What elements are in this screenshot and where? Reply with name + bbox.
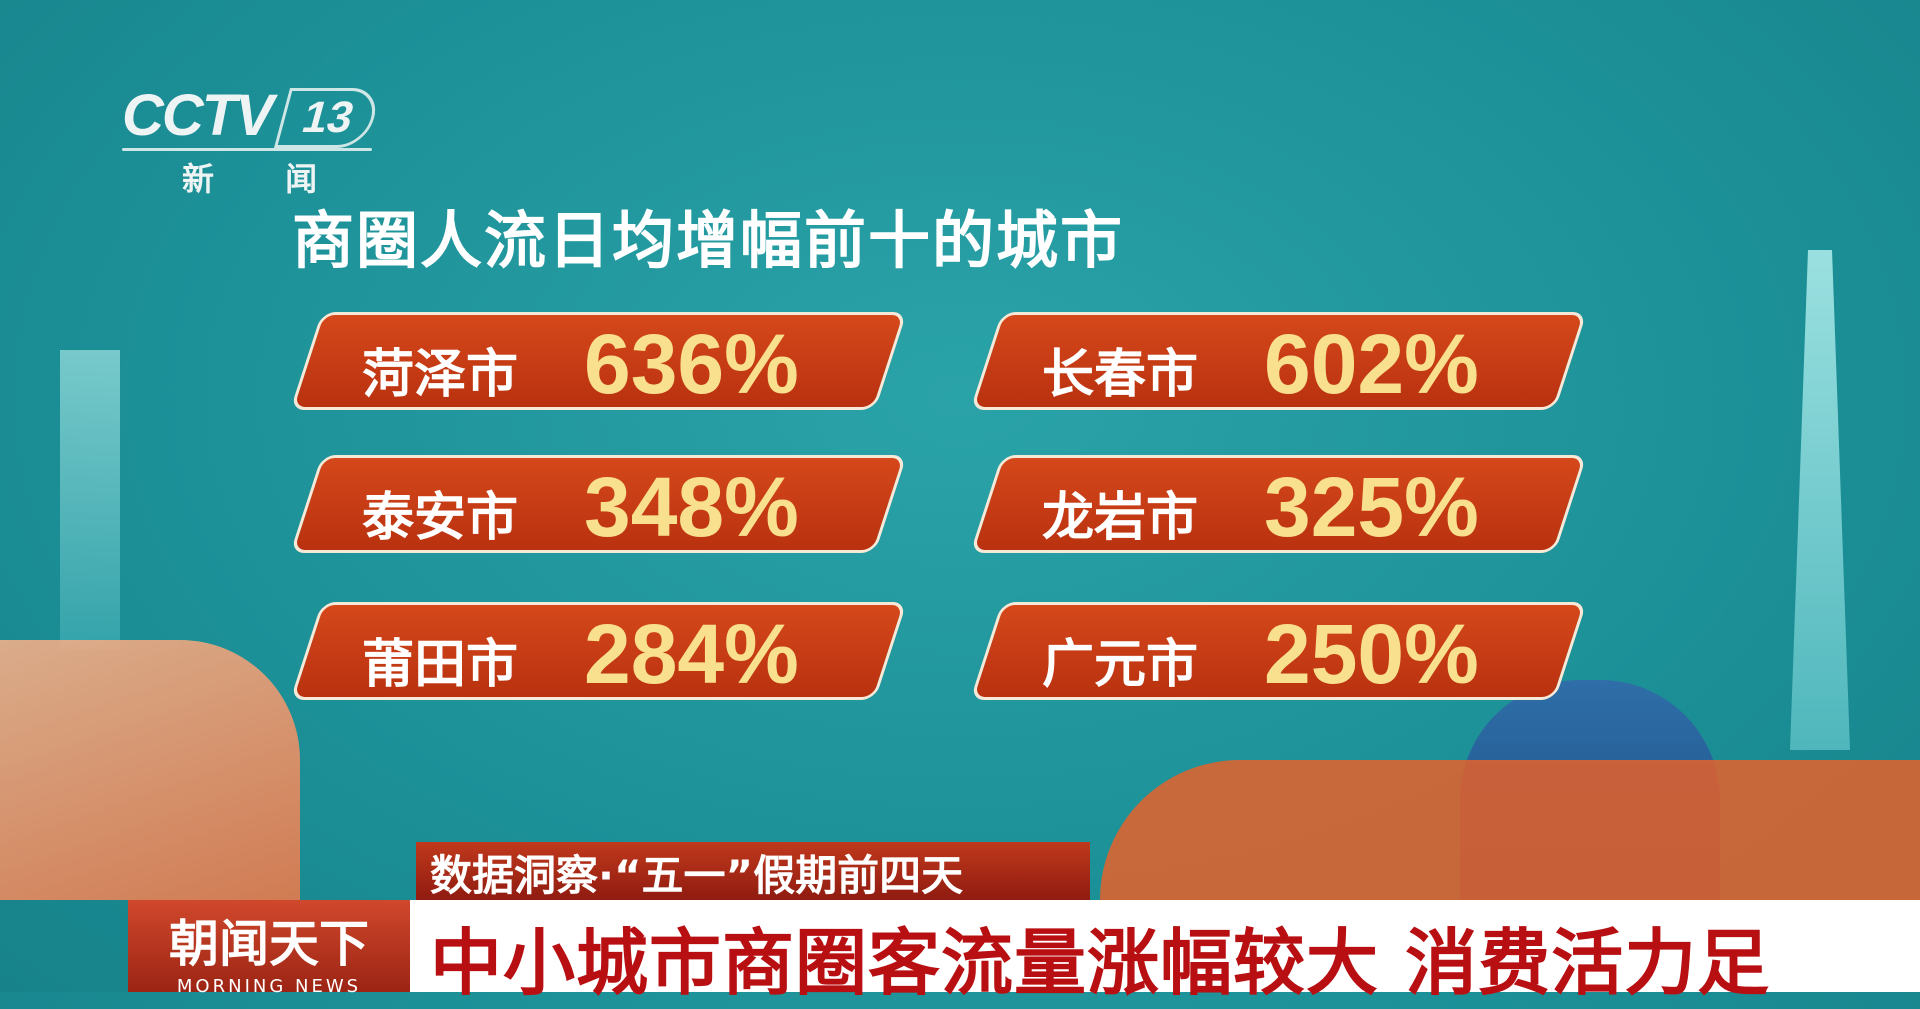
city-name: 泰安市 bbox=[362, 488, 519, 548]
show-name-en: MORNING NEWS bbox=[176, 976, 362, 997]
city-name: 长春市 bbox=[1042, 345, 1199, 405]
show-name: 朝闻天下 bbox=[169, 915, 369, 973]
skyline-left-illustration bbox=[60, 350, 120, 650]
city-card: 广元市 250% bbox=[970, 602, 1587, 701]
city-growth: 602% bbox=[1264, 317, 1479, 411]
logo-underline bbox=[122, 148, 372, 151]
city-card: 长春市 602% bbox=[970, 312, 1587, 411]
show-logo: 朝闻天下 MORNING NEWS bbox=[128, 900, 410, 997]
logo-channel-name: 新 闻 bbox=[182, 160, 348, 198]
tv-tower-illustration bbox=[1790, 250, 1850, 750]
city-card: 龙岩市 325% bbox=[970, 455, 1587, 554]
lower-third-subtitle: 数据洞察·“五一”假期前四天 bbox=[416, 842, 1090, 902]
city-name: 菏泽市 bbox=[362, 345, 519, 405]
lower-third-bar bbox=[128, 900, 1920, 992]
news-headline: 中小城市商圈客流量涨幅较大 消费活力足 bbox=[430, 921, 1771, 1005]
city-name: 龙岩市 bbox=[1042, 488, 1199, 548]
city-growth: 348% bbox=[584, 460, 799, 554]
city-name: 莆田市 bbox=[362, 635, 519, 695]
cctv13-logo: CCTV 13 新 闻 bbox=[122, 82, 383, 198]
city-card: 泰安市 348% bbox=[290, 455, 907, 554]
city-card: 菏泽市 636% bbox=[290, 312, 907, 411]
logo-brand: CCTV bbox=[122, 83, 274, 148]
logo-channel-number: 13 bbox=[273, 88, 383, 148]
city-card: 莆田市 284% bbox=[290, 602, 907, 701]
city-growth: 325% bbox=[1264, 460, 1479, 554]
infographic-title: 商圈人流日均增幅前十的城市 bbox=[292, 204, 1125, 277]
city-growth: 250% bbox=[1264, 607, 1479, 701]
great-wall-illustration bbox=[0, 640, 300, 900]
hills-illustration bbox=[1100, 760, 1920, 900]
city-growth: 284% bbox=[584, 607, 799, 701]
city-name: 广元市 bbox=[1042, 635, 1199, 695]
city-growth: 636% bbox=[584, 317, 799, 411]
